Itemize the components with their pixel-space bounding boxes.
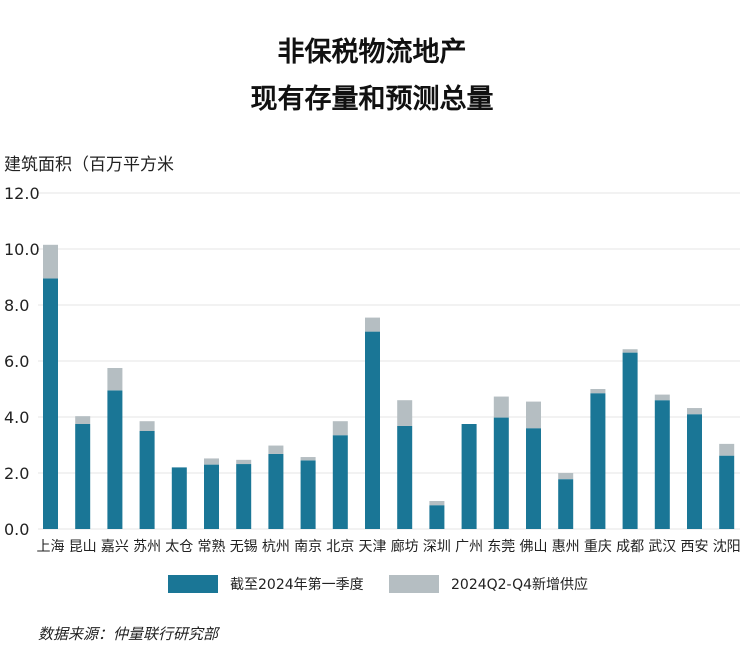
- legend-label-q1: 截至2024年第一季度: [230, 577, 364, 593]
- bar-existing-13: [461, 424, 477, 529]
- x-tick-label: 西安: [681, 539, 709, 555]
- chart-title-line2: 现有存量和预测总量: [250, 84, 494, 115]
- bar-new-supply-2: [107, 368, 123, 391]
- bar-new-supply-19: [654, 394, 670, 401]
- bar-new-supply-20: [687, 408, 702, 415]
- bar-new-supply-0: [43, 244, 58, 279]
- x-tick-label: 南京: [294, 539, 322, 555]
- x-tick-label: 无锡: [230, 539, 258, 555]
- x-tick-label: 广州: [455, 539, 483, 555]
- data-source: 数据来源：仲量联行研究部: [38, 625, 219, 643]
- x-tick-label: 东莞: [487, 539, 515, 555]
- x-tick-label: 武汉: [648, 539, 676, 555]
- bar-existing-16: [558, 479, 574, 529]
- bar-existing-8: [300, 460, 316, 529]
- y-tick-label: 0.0: [4, 520, 29, 539]
- bar-existing-1: [75, 424, 91, 529]
- bar-existing-14: [493, 417, 509, 529]
- legend-item-q1: 截至2024年第一季度: [168, 574, 364, 594]
- bar-new-supply-7: [268, 445, 284, 454]
- bar-new-supply-21: [719, 443, 735, 456]
- bar-new-supply-15: [526, 401, 541, 429]
- bar-existing-20: [687, 414, 702, 529]
- bar-new-supply-14: [493, 396, 509, 418]
- y-axis-label: 建筑面积（百万平方米: [4, 155, 174, 175]
- legend: 截至2024年第一季度 2024Q2-Q4新增供应: [0, 574, 744, 598]
- legend-swatch-new-supply: [389, 575, 439, 593]
- bar-new-supply-10: [365, 317, 380, 332]
- bar-new-supply-8: [300, 457, 316, 461]
- bar-existing-15: [526, 428, 541, 529]
- bar-existing-10: [365, 331, 380, 529]
- bar-existing-5: [204, 464, 219, 529]
- x-tick-label: 廊坊: [391, 538, 419, 555]
- bar-new-supply-11: [397, 400, 413, 426]
- x-tick-label: 成都: [616, 539, 644, 555]
- bar-existing-9: [332, 435, 348, 529]
- bar-existing-17: [590, 393, 606, 529]
- bar-existing-7: [268, 453, 284, 529]
- bar-existing-6: [236, 464, 252, 529]
- x-tick-label: 杭州: [262, 539, 290, 555]
- bar-existing-19: [654, 400, 670, 529]
- bar-new-supply-1: [75, 416, 91, 424]
- legend-item-new-supply: 2024Q2-Q4新增供应: [389, 574, 588, 594]
- y-tick-label: 8.0: [4, 296, 29, 315]
- y-tick-label: 2.0: [4, 464, 29, 483]
- bar-chart: 0.0 2.0 4.0 6.0 8.0 10.0 12.0 上海 昆山 嘉兴 苏州 太仓 常熟 无锡 杭州南…: [4, 184, 741, 555]
- bar-new-supply-16: [558, 473, 574, 480]
- y-tick-label: 12.0: [4, 184, 40, 203]
- x-tick-label: 嘉兴: [101, 539, 129, 555]
- x-tick-label: 常熟: [198, 539, 226, 555]
- chart-title-line1: 非保税物流地产: [277, 37, 467, 68]
- y-tick-label: 10.0: [4, 240, 40, 259]
- x-tick-label: 重庆: [584, 539, 612, 555]
- bar-existing-0: [43, 278, 58, 529]
- bar-new-supply-5: [204, 458, 219, 465]
- x-tick-label: 北京: [326, 539, 354, 555]
- bar-existing-11: [397, 425, 413, 529]
- bar-new-supply-9: [332, 421, 348, 436]
- bar-new-supply-3: [139, 421, 155, 431]
- x-tick-label: 上海: [37, 539, 65, 555]
- bar-new-supply-17: [590, 389, 606, 394]
- legend-swatch-q1: [168, 575, 218, 593]
- y-tick-label: 4.0: [4, 408, 29, 427]
- x-tick-label: 天津: [359, 539, 387, 555]
- bar-existing-4: [171, 467, 187, 529]
- bar-new-supply-18: [622, 349, 638, 353]
- x-tick-label: 沈阳: [713, 539, 741, 555]
- x-tick-label: 深圳: [423, 539, 451, 555]
- bar-existing-21: [719, 455, 735, 529]
- bar-new-supply-6: [236, 459, 252, 465]
- bar-new-supply-12: [429, 501, 445, 506]
- x-tick-label: 苏州: [133, 539, 161, 555]
- x-tick-label: 太仓: [165, 539, 193, 555]
- bar-existing-18: [622, 352, 638, 529]
- x-tick-label: 昆山: [69, 539, 97, 555]
- x-tick-label: 佛山: [520, 539, 548, 555]
- legend-label-new-supply: 2024Q2-Q4新增供应: [451, 577, 589, 593]
- y-tick-label: 6.0: [4, 352, 29, 371]
- bar-existing-2: [107, 390, 123, 529]
- bar-existing-12: [429, 505, 445, 529]
- x-tick-label: 惠州: [552, 539, 580, 555]
- bar-existing-3: [139, 431, 155, 529]
